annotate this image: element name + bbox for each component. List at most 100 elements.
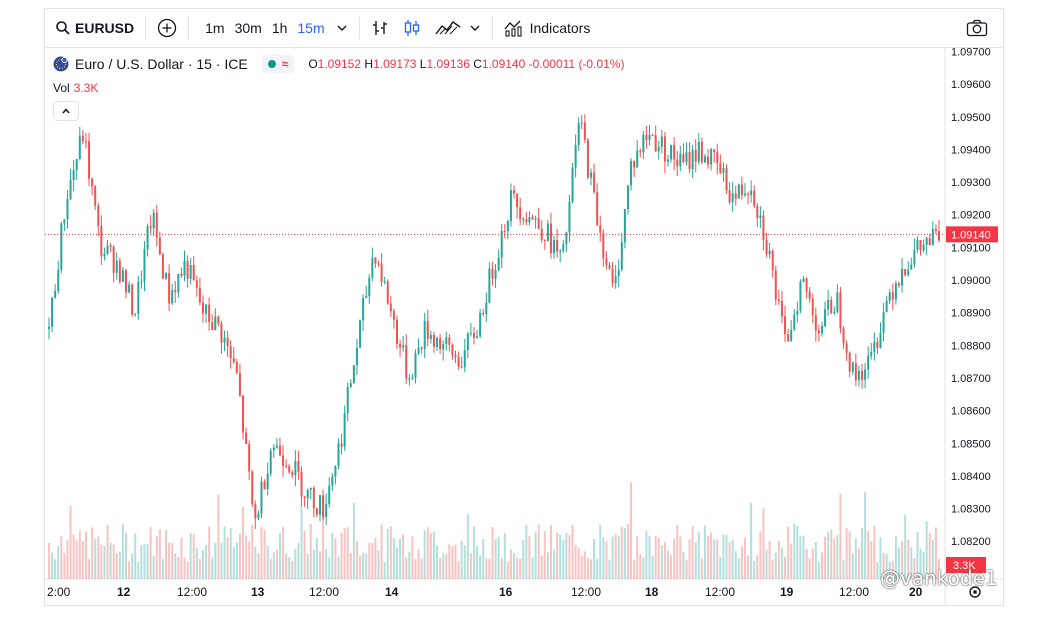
volume-label: Vol	[53, 81, 70, 95]
candle-body	[146, 226, 149, 250]
volume-bar	[226, 537, 229, 579]
candle	[648, 124, 651, 146]
volume-bar	[128, 561, 131, 579]
plus-circle-icon	[157, 18, 177, 38]
volume-bar	[51, 552, 54, 579]
candle-body	[149, 226, 152, 229]
candle-body	[756, 206, 759, 219]
interval-30m[interactable]: 30m	[234, 20, 262, 36]
chart-type-bars-button[interactable]	[364, 9, 396, 47]
candle-body	[479, 312, 482, 337]
candle	[614, 265, 617, 289]
interval-1h[interactable]: 1h	[271, 20, 288, 36]
volume-bar	[713, 539, 716, 579]
candle-body	[771, 250, 774, 271]
candle-body	[315, 508, 318, 515]
candle	[620, 233, 623, 272]
candle-body	[583, 122, 586, 140]
price-chart[interactable]: 1.09700 1.09600 1.09500 1.09400 1.09300 1.092…	[45, 47, 1003, 605]
candle-body	[392, 311, 395, 320]
market-status[interactable]: ≈	[261, 55, 295, 73]
candle-body	[580, 122, 583, 124]
volume-bar	[260, 526, 263, 579]
volume-bar	[395, 547, 398, 579]
volume-bar	[445, 554, 448, 579]
candle-body	[217, 316, 220, 324]
collapse-legend-button[interactable]	[53, 101, 79, 121]
candle	[516, 193, 519, 219]
volume-bar	[771, 560, 774, 579]
volume-bar	[325, 549, 328, 579]
candle-body	[657, 146, 660, 152]
divider	[145, 17, 147, 39]
candle-body	[691, 149, 694, 170]
candle-body	[192, 265, 195, 281]
candle	[72, 159, 75, 192]
volume-bar	[537, 524, 540, 579]
candle	[482, 309, 485, 317]
volume-bar	[919, 548, 922, 579]
indicators-button[interactable]: Indicators	[497, 9, 598, 47]
candle-body	[405, 345, 408, 379]
volume-bar	[602, 537, 605, 579]
volume-bar	[269, 558, 272, 579]
volume-bar	[223, 526, 226, 579]
candle-body	[513, 190, 516, 194]
volume-bar	[112, 544, 115, 579]
volume-bar	[420, 558, 423, 579]
candle-body	[901, 268, 904, 286]
candle-body	[300, 471, 303, 497]
volume-bar	[309, 523, 312, 579]
volume-badge-label: 3.3K	[953, 560, 976, 572]
candle	[722, 162, 725, 182]
interval-1m[interactable]: 1m	[205, 20, 225, 36]
candle-body	[331, 476, 334, 486]
compare-button[interactable]	[150, 9, 184, 47]
candle-body	[648, 134, 651, 140]
candle-body	[762, 215, 765, 240]
chevron-down-icon[interactable]	[469, 22, 481, 34]
candle-body	[571, 167, 574, 202]
candle	[349, 379, 352, 389]
chart-type-candles-button[interactable]	[396, 9, 428, 47]
candle-body	[51, 297, 54, 327]
volume-bar	[275, 549, 278, 579]
candle-body	[460, 366, 463, 368]
interval-15m[interactable]: 15m	[297, 20, 325, 36]
time-tick-label: 16	[499, 585, 513, 599]
candle-body	[494, 269, 497, 279]
candle	[636, 140, 639, 168]
candle	[331, 473, 334, 492]
candle-body	[325, 504, 328, 517]
candle	[639, 148, 642, 158]
candle-body	[78, 135, 81, 159]
candle	[571, 162, 574, 204]
candle-body	[112, 246, 115, 273]
eu-flag-icon	[53, 56, 69, 72]
snapshot-button[interactable]	[959, 9, 995, 47]
candle-body	[186, 260, 189, 279]
volume-bar	[432, 531, 435, 579]
settings-icon-ring	[969, 586, 981, 598]
volume-bar	[583, 551, 586, 579]
candle-body	[238, 372, 241, 396]
volume-bar	[334, 538, 337, 579]
volume-bar	[676, 525, 679, 579]
chart-area[interactable]: 1.09700 1.09600 1.09500 1.09400 1.09300 1.092…	[45, 47, 1003, 605]
volume-bar	[540, 555, 543, 579]
candle-body	[660, 136, 663, 147]
candle-body	[670, 144, 673, 160]
time-tick-label: 12:00	[309, 585, 339, 599]
candle	[189, 257, 192, 285]
volume-bar	[830, 529, 833, 579]
candle-body	[282, 455, 285, 466]
volume-bar	[165, 529, 168, 579]
candle	[429, 330, 432, 344]
candle	[799, 279, 802, 314]
symbol-search[interactable]: EURUSD	[45, 9, 141, 47]
chart-type-area-button[interactable]	[428, 9, 488, 47]
candle-body	[54, 291, 57, 298]
candle-body	[599, 225, 602, 233]
chevron-down-icon[interactable]	[336, 22, 348, 34]
candle	[605, 250, 608, 270]
